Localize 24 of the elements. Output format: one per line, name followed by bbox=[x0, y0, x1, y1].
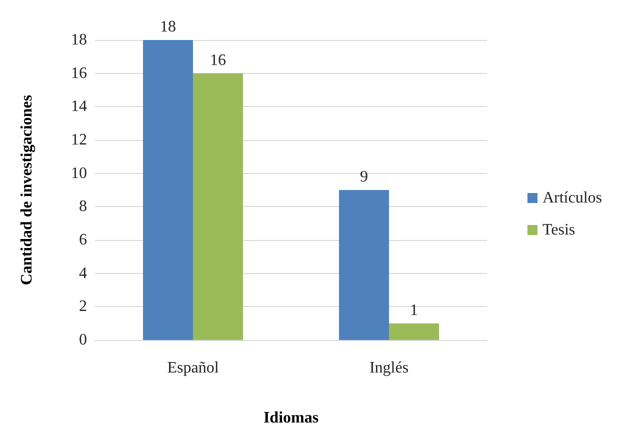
y-tick-label: 18 bbox=[71, 32, 87, 48]
y-tick-label: 6 bbox=[79, 232, 87, 248]
bar bbox=[339, 190, 389, 340]
bar bbox=[143, 40, 193, 340]
bar bbox=[193, 73, 243, 340]
bar bbox=[389, 323, 439, 340]
y-tick-label: 14 bbox=[71, 98, 87, 116]
y-tick-label: 0 bbox=[79, 332, 87, 348]
legend-label: Artículos bbox=[542, 190, 602, 206]
data-label: 9 bbox=[360, 168, 368, 186]
data-label: 1 bbox=[410, 302, 418, 319]
data-label: 18 bbox=[160, 18, 176, 36]
legend-label: Tesis bbox=[542, 222, 576, 238]
y-tick-label: 10 bbox=[71, 164, 87, 182]
y-tick-label: 8 bbox=[79, 198, 87, 216]
x-tick-label: Inglés bbox=[369, 360, 409, 376]
x-axis-title: Idiomas bbox=[263, 410, 319, 426]
x-tick-label: Español bbox=[167, 360, 220, 376]
y-tick-label: 4 bbox=[79, 264, 87, 282]
y-tick-label: 12 bbox=[71, 132, 87, 148]
y-tick-label: 2 bbox=[79, 298, 87, 316]
y-tick-label: 16 bbox=[71, 64, 87, 82]
y-axis-title: Cantidad de investigaciones bbox=[18, 94, 36, 286]
data-label: 16 bbox=[210, 52, 226, 69]
